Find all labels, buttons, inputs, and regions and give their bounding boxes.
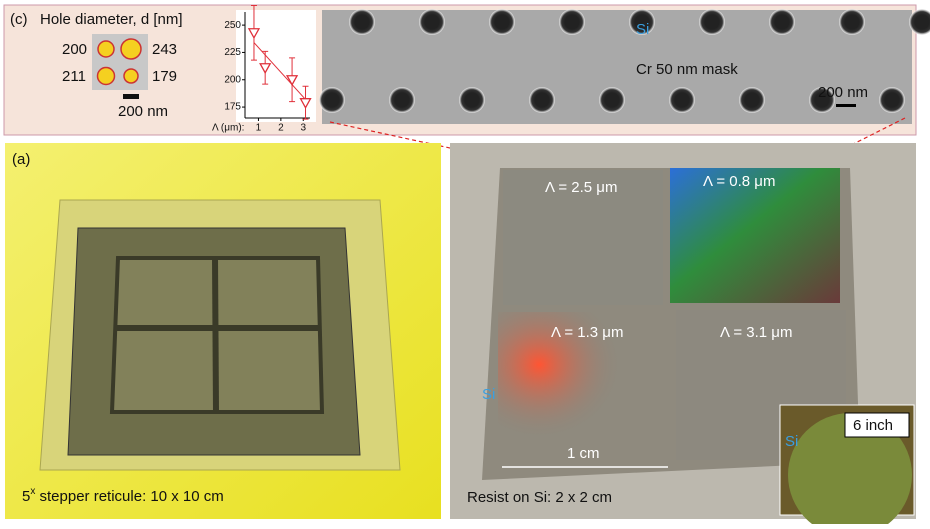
caption-rest: stepper reticule: 10 x 10 cm — [35, 488, 223, 505]
sem-hole — [769, 9, 795, 35]
sem-mask: Cr 50 nm mask — [636, 61, 738, 78]
hole — [120, 38, 142, 60]
x-tick-label: 3 — [300, 123, 306, 134]
sem-hole — [879, 87, 905, 113]
wafer-si: Si — [785, 433, 798, 450]
wafer-label: 6 inch — [853, 417, 893, 434]
sem-hole — [699, 9, 725, 35]
grating — [670, 168, 840, 303]
caption-sup: x — [30, 486, 35, 497]
sem-hole — [349, 9, 375, 35]
sem-hole — [909, 9, 930, 35]
reticule-bar — [212, 257, 219, 413]
sem-hole — [559, 9, 585, 35]
hole-size: 243 — [152, 41, 177, 58]
point — [299, 98, 312, 110]
point — [285, 75, 299, 87]
grating — [503, 170, 663, 305]
panel-label: (c) — [10, 11, 28, 28]
scale-bar — [123, 94, 139, 99]
sem-hole — [529, 87, 555, 113]
hole-size: 179 — [152, 68, 177, 85]
si-label: Si — [482, 386, 495, 403]
caption-b: Resist on Si: 2 x 2 cm — [467, 489, 612, 506]
scale-label: 1 cm — [567, 445, 600, 462]
grating — [498, 312, 663, 462]
panel-label: (a) — [12, 151, 30, 168]
sem-hole — [459, 87, 485, 113]
period-label: Λ = 2.5 μm — [545, 179, 617, 196]
sem-hole — [319, 87, 345, 113]
sem-hole — [739, 87, 765, 113]
period-label: Λ = 0.8 μm — [703, 173, 775, 190]
panel-a: (a) 5x stepper reticule: 10 x 10 cm — [5, 143, 441, 519]
period-label: Λ = 1.3 μm — [551, 324, 623, 341]
panel-b: Λ = 2.5 μm Λ = 0.8 μm Λ = 1.3 μm Λ = 3.1… — [450, 143, 916, 529]
sem-hole — [389, 87, 415, 113]
x-tick-label: 1 — [256, 123, 262, 134]
x-axis-label: Λ (μm): — [212, 123, 244, 134]
sem-hole — [419, 9, 445, 35]
sem-hole — [489, 9, 515, 35]
sem-hole — [669, 87, 695, 113]
sem-scale-bar — [836, 104, 856, 107]
y-tick-label: 175 — [224, 102, 241, 113]
sem-image — [319, 9, 930, 124]
caption-pre: 5 — [22, 488, 30, 505]
zoom-line — [329, 121, 723, 208]
hole-size: 200 — [62, 41, 87, 58]
caption-a: 5x stepper reticule: 10 x 10 cm — [22, 486, 224, 505]
sem-hole — [629, 9, 655, 35]
y-tick-label: 250 — [224, 20, 241, 31]
panel-c: (c) Hole diameter, d [nm] 200 243 211 17… — [3, 4, 930, 136]
hole-title: Hole diameter, d [nm] — [40, 11, 183, 28]
fit-line — [253, 42, 306, 100]
sem-hole — [599, 87, 625, 113]
sem-hole — [839, 9, 865, 35]
sem-hole — [809, 87, 835, 113]
x-tick-label: 2 — [278, 123, 284, 134]
y-tick-label: 200 — [224, 74, 241, 85]
y-tick-label: 225 — [224, 47, 241, 58]
sem-si: Si — [636, 21, 649, 38]
wafer — [788, 413, 912, 529]
period-label: Λ = 3.1 μm — [720, 324, 792, 341]
wafer-tag — [844, 412, 910, 438]
scale-label: 200 nm — [118, 103, 168, 120]
point — [247, 28, 261, 40]
hole — [96, 66, 116, 86]
hole — [97, 40, 115, 58]
point — [259, 63, 272, 75]
sem-scale-label: 200 nm — [818, 84, 868, 101]
hole — [123, 68, 139, 84]
hole-size: 211 — [62, 68, 86, 85]
